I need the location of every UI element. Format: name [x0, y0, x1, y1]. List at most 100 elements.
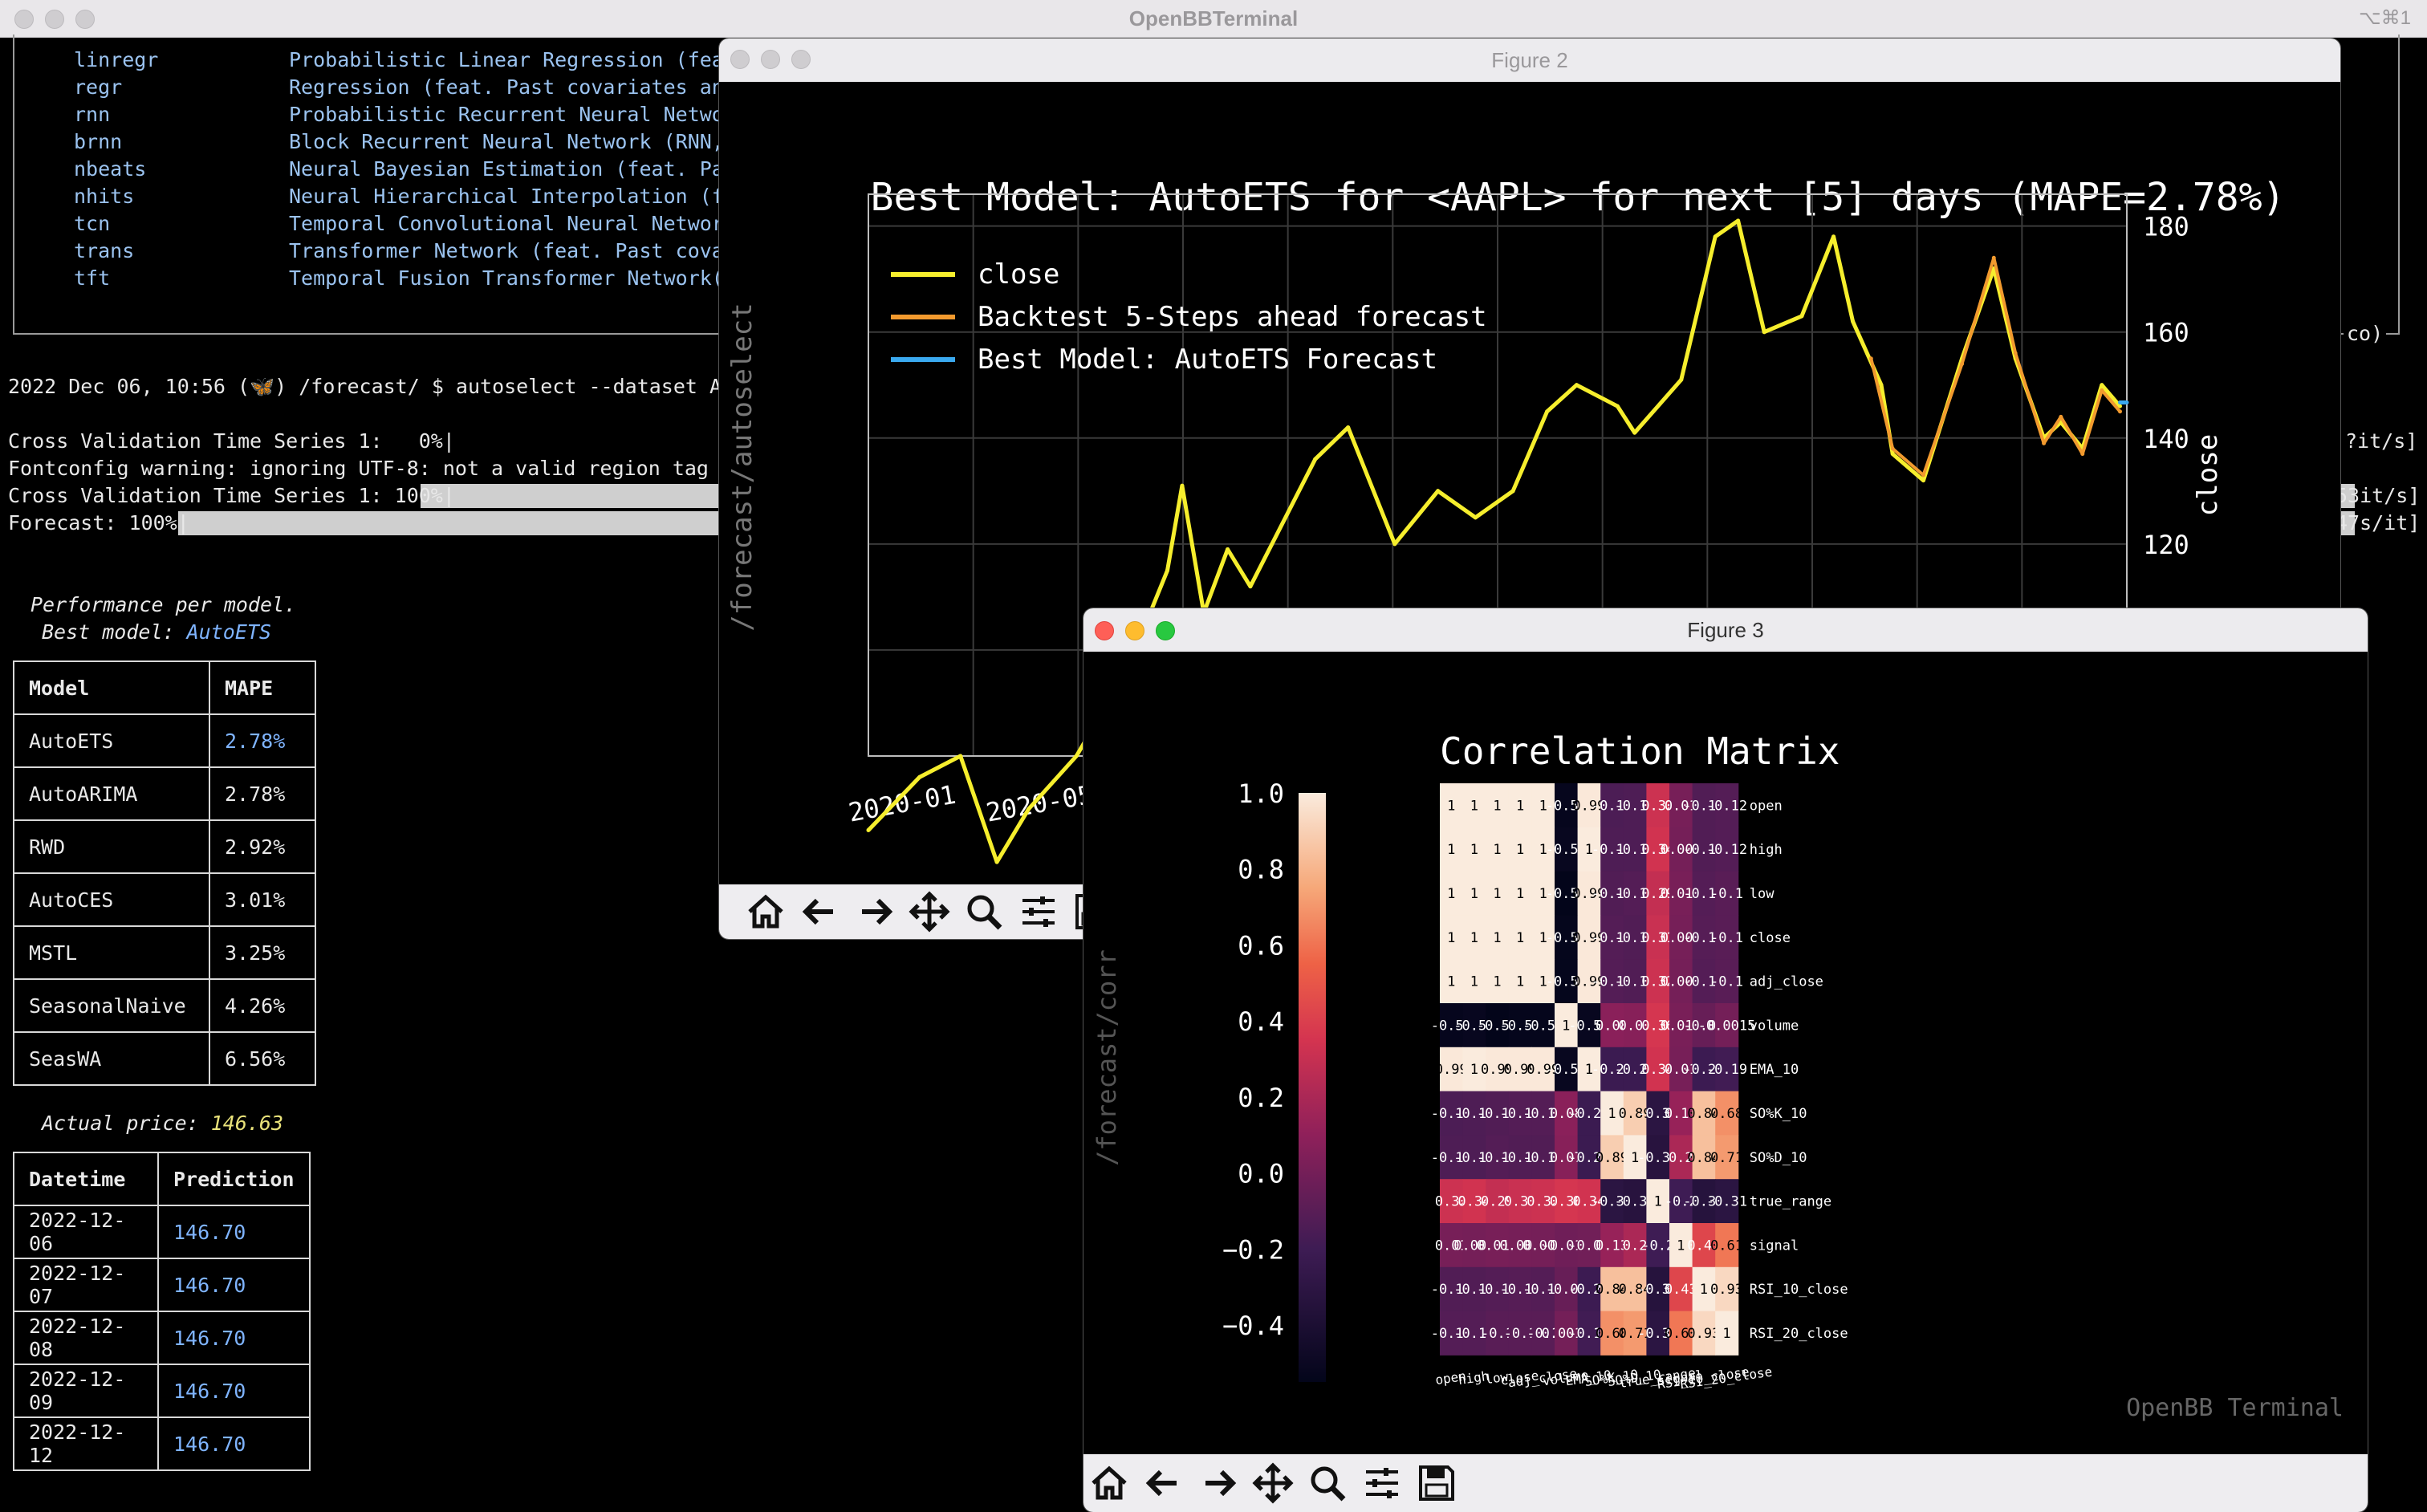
heatmap-cell [1669, 915, 1693, 960]
data-point [1346, 425, 1351, 430]
close-window-button[interactable] [730, 50, 750, 69]
minimize-window-button[interactable] [761, 50, 780, 69]
cell-value-label: 0.43 [1665, 1282, 1697, 1298]
configure-subplots-icon[interactable] [1360, 1461, 1405, 1506]
cell-value-label: -0.12 [1453, 1326, 1494, 1342]
figure2-title-bar[interactable]: Figure 2 [719, 39, 2340, 82]
cell-value-label: 0.89 [1619, 1106, 1652, 1122]
cell-value-label: -0.52 [1546, 1062, 1587, 1078]
cell-value-label: 1 [1516, 842, 1524, 858]
colorbar-tick-label: 0.0 [1238, 1159, 1284, 1189]
cell-value-label: -0.14 [1431, 1150, 1472, 1166]
log-line: Cross Validation Time Series 1: 100%| [8, 484, 455, 507]
cell-value-label: -0.54 [1522, 1018, 1563, 1034]
cell-value-label: -0.1 [1710, 930, 1743, 946]
cell-value-label: 0.2 [1669, 1150, 1693, 1166]
data-point [1879, 383, 1884, 388]
model-name: trans [74, 239, 135, 262]
heatmap-cell [1646, 1135, 1670, 1180]
heatmap-cell [1440, 871, 1464, 916]
figure3-window[interactable]: Figure 3 Correlation Matrix/forecast/cor… [1083, 608, 2368, 1512]
heatmap-cell [1692, 915, 1716, 960]
zoom-icon[interactable] [1305, 1461, 1350, 1506]
heatmap-cell [1577, 827, 1601, 872]
y-tick-label: 160 [2143, 318, 2189, 348]
cell-value-label: 0.29 [1481, 1194, 1514, 1210]
heatmap-cell [1486, 783, 1510, 828]
cell-value-label: 0.007 [1500, 1238, 1541, 1254]
data-point [1248, 584, 1253, 589]
heatmap-cell [1577, 1047, 1601, 1092]
heatmap-cell [1555, 1179, 1579, 1224]
figure3-title-bar[interactable]: Figure 3 [1083, 608, 2368, 652]
heatmap-cell [1623, 1047, 1647, 1092]
heatmap-cell [1577, 915, 1601, 960]
cell-value-label: 0.34 [1457, 1194, 1490, 1210]
home-icon[interactable] [743, 889, 788, 934]
cell-value-label: -0.34 [1683, 1194, 1724, 1210]
cell-value-label: -0.33 [1637, 1150, 1678, 1166]
data-point [1436, 489, 1441, 494]
heatmap-cell [1555, 915, 1579, 960]
heatmap-cell [1577, 1003, 1601, 1048]
back-arrow-icon[interactable] [798, 889, 843, 934]
heatmap-cell [1462, 1135, 1486, 1180]
save-icon[interactable] [1414, 1461, 1459, 1506]
close-window-button[interactable] [1095, 621, 1114, 640]
heatmap-cell [1600, 1311, 1624, 1356]
cell-value-label: 0.99 [1481, 1062, 1514, 1078]
legend-label: Best Model: AutoETS Forecast [978, 343, 1437, 376]
heatmap-cell [1531, 959, 1555, 1004]
data-point [1921, 473, 1925, 478]
cell-value-label: 0.93 [1710, 1282, 1743, 1298]
zoom-window-button[interactable] [75, 10, 95, 29]
cell-value-label: -0.15 [1431, 1106, 1472, 1122]
cell-value-label: 1 [1654, 1194, 1662, 1210]
zoom-window-button[interactable] [1156, 621, 1175, 640]
heatmap-cell [1623, 1223, 1647, 1268]
cell-value-label: 0.71 [1619, 1326, 1652, 1342]
cell-value-label: -0.13 [1500, 1150, 1541, 1166]
heatmap-cell [1462, 959, 1486, 1004]
heatmap-cell [1555, 1311, 1579, 1356]
cell-value-label: -0.12 [1592, 974, 1632, 990]
close-window-button[interactable] [14, 10, 34, 29]
heatmap-cell [1600, 1135, 1624, 1180]
heatmap-cell [1577, 1135, 1601, 1180]
heatmap-cell [1692, 1266, 1716, 1312]
home-icon[interactable] [1087, 1461, 1132, 1506]
cell-value-label: 1 [1493, 842, 1501, 858]
back-arrow-icon[interactable] [1141, 1461, 1186, 1506]
heatmap-cell [1462, 1311, 1486, 1356]
forward-arrow-icon[interactable] [1196, 1461, 1241, 1506]
cell-value-label: -0.1 [1710, 974, 1743, 990]
heatmap-cell [1692, 1047, 1716, 1092]
data-point [2118, 400, 2123, 405]
cell-value-label: 0.68 [1596, 1326, 1628, 1342]
configure-subplots-icon[interactable] [1016, 889, 1061, 934]
legend-label: close [978, 258, 1059, 291]
correlation-chart: Correlation Matrix/forecast/corr OpenBB T… [1092, 730, 2344, 1422]
data-point [1392, 542, 1397, 547]
figure3-title: Figure 3 [1687, 618, 1764, 642]
minimize-window-button[interactable] [45, 10, 64, 29]
y-tick-label: 180 [2143, 212, 2189, 242]
heatmap-cell [1555, 827, 1579, 872]
heatmap-cell [1462, 1047, 1486, 1092]
y-axis-label: close [2192, 434, 2224, 516]
forward-arrow-icon[interactable] [852, 889, 897, 934]
heatmap-cell [1531, 915, 1555, 960]
pan-icon[interactable] [1250, 1461, 1295, 1506]
x-tick-label: 2020-05 [984, 779, 1096, 828]
pan-icon[interactable] [907, 889, 952, 934]
cell-value-label: -0.13 [1592, 886, 1632, 902]
row-label: signal [1750, 1238, 1799, 1254]
model-desc: Neural Bayesian Estimation (feat. Past [289, 157, 748, 181]
cell-value-label: 1 [1493, 798, 1501, 814]
heatmap-cell [1462, 827, 1486, 872]
legend-label: Backtest 5-Steps ahead forecast [978, 301, 1487, 333]
heatmap-cell [1555, 1135, 1579, 1180]
zoom-icon[interactable] [961, 889, 1006, 934]
zoom-window-button[interactable] [791, 50, 811, 69]
minimize-window-button[interactable] [1125, 621, 1144, 640]
